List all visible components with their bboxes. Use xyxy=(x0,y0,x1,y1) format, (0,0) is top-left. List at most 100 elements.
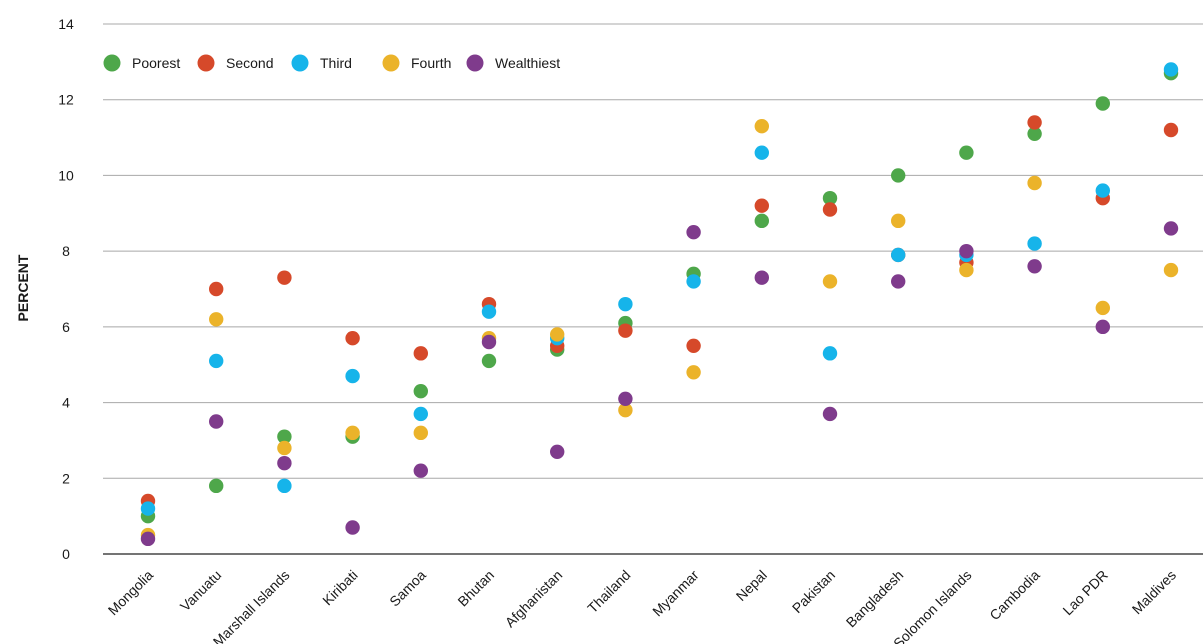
data-point xyxy=(1163,122,1179,138)
series-second xyxy=(140,115,1179,509)
data-point xyxy=(277,429,292,444)
legend-item: Poorest xyxy=(103,54,180,72)
data-point xyxy=(277,440,292,456)
data-point xyxy=(1027,259,1042,274)
data-point xyxy=(413,384,428,399)
x-tick-label: Samoa xyxy=(386,567,429,610)
legend-item: Second xyxy=(197,54,273,72)
y-tick-label: 12 xyxy=(58,92,74,108)
x-tick-label: Pakistan xyxy=(789,567,838,616)
legend-label: Wealthiest xyxy=(495,55,560,71)
legend-marker xyxy=(197,54,215,72)
data-point xyxy=(481,334,497,350)
data-point xyxy=(209,312,224,327)
series-third xyxy=(140,62,1179,516)
data-point xyxy=(140,501,156,516)
data-point xyxy=(209,281,224,297)
data-point xyxy=(686,338,701,353)
data-point xyxy=(413,346,428,361)
data-point xyxy=(822,190,838,206)
data-point xyxy=(1027,115,1042,130)
data-point xyxy=(959,243,974,259)
legend-label: Third xyxy=(320,55,352,71)
legend-marker xyxy=(103,54,121,72)
data-point xyxy=(550,444,565,459)
y-tick-label: 8 xyxy=(62,243,70,259)
data-point xyxy=(959,145,974,160)
y-tick-labels: 0 2 4 6 8 10 12 14 xyxy=(58,16,74,562)
data-points xyxy=(140,62,1179,547)
legend-item: Wealthiest xyxy=(466,54,560,72)
data-point xyxy=(481,304,497,319)
data-point xyxy=(822,346,838,361)
data-point xyxy=(686,365,701,380)
data-point xyxy=(209,414,224,429)
data-point xyxy=(1095,183,1111,198)
data-point xyxy=(822,202,838,217)
data-point xyxy=(277,478,292,494)
series-fourth xyxy=(140,119,1179,543)
legend-label: Second xyxy=(226,55,273,71)
series-wealthiest xyxy=(140,221,1179,547)
data-point xyxy=(1163,262,1179,278)
data-point xyxy=(618,296,633,312)
data-point xyxy=(754,119,769,134)
data-point xyxy=(1163,62,1179,77)
y-tick-label: 10 xyxy=(58,167,74,183)
data-point xyxy=(345,520,360,535)
data-point xyxy=(209,478,224,494)
data-point xyxy=(891,213,906,229)
y-tick-label: 4 xyxy=(62,395,70,411)
legend-marker xyxy=(382,54,400,72)
x-tick-label: Nepal xyxy=(733,567,770,604)
gridlines xyxy=(103,23,1203,555)
series-poorest xyxy=(140,66,1179,524)
data-point xyxy=(345,331,360,346)
data-point xyxy=(959,262,974,278)
data-point xyxy=(413,406,428,422)
data-point xyxy=(891,247,906,263)
y-axis-title: PERCENT xyxy=(15,254,31,321)
y-tick-label: 0 xyxy=(62,546,70,562)
x-tick-label: Maldives xyxy=(1129,567,1179,617)
data-point xyxy=(754,145,769,160)
x-tick-label: Vanuatu xyxy=(177,567,224,614)
data-point xyxy=(345,368,360,384)
x-tick-label: Bangladesh xyxy=(843,567,907,631)
data-point xyxy=(618,391,633,406)
data-point xyxy=(1095,300,1111,316)
y-tick-label: 2 xyxy=(62,470,70,486)
legend-item: Fourth xyxy=(382,54,451,72)
legend-marker xyxy=(466,54,484,72)
x-tick-label: Thailand xyxy=(584,567,633,616)
data-point xyxy=(1163,221,1179,236)
data-point xyxy=(686,225,701,240)
data-point xyxy=(209,353,224,369)
data-point xyxy=(277,270,292,285)
legend: Poorest Second Third Fourth Wealthiest xyxy=(103,54,560,72)
x-tick-label: Afghanistan xyxy=(502,567,566,631)
data-point xyxy=(891,274,906,289)
data-point xyxy=(1095,96,1111,111)
x-tick-label: Cambodia xyxy=(986,567,1043,624)
data-point xyxy=(481,353,497,369)
data-point xyxy=(891,168,906,183)
data-point xyxy=(413,425,428,441)
x-tick-label: Lao PDR xyxy=(1059,567,1110,618)
data-point xyxy=(618,323,633,338)
data-point xyxy=(686,274,701,289)
legend-marker xyxy=(291,54,309,72)
x-tick-label: Mongolia xyxy=(105,567,157,619)
data-point xyxy=(413,463,428,478)
data-point xyxy=(754,198,769,213)
x-tick-label: Myanmar xyxy=(649,567,702,620)
data-point xyxy=(1095,319,1111,335)
data-point xyxy=(550,327,565,342)
data-point xyxy=(754,213,769,229)
data-point xyxy=(140,531,156,547)
data-point xyxy=(822,406,838,422)
y-tick-label: 6 xyxy=(62,319,70,335)
x-tick-label: Kiribati xyxy=(319,567,361,609)
x-tick-label: Bhutan xyxy=(454,567,497,610)
